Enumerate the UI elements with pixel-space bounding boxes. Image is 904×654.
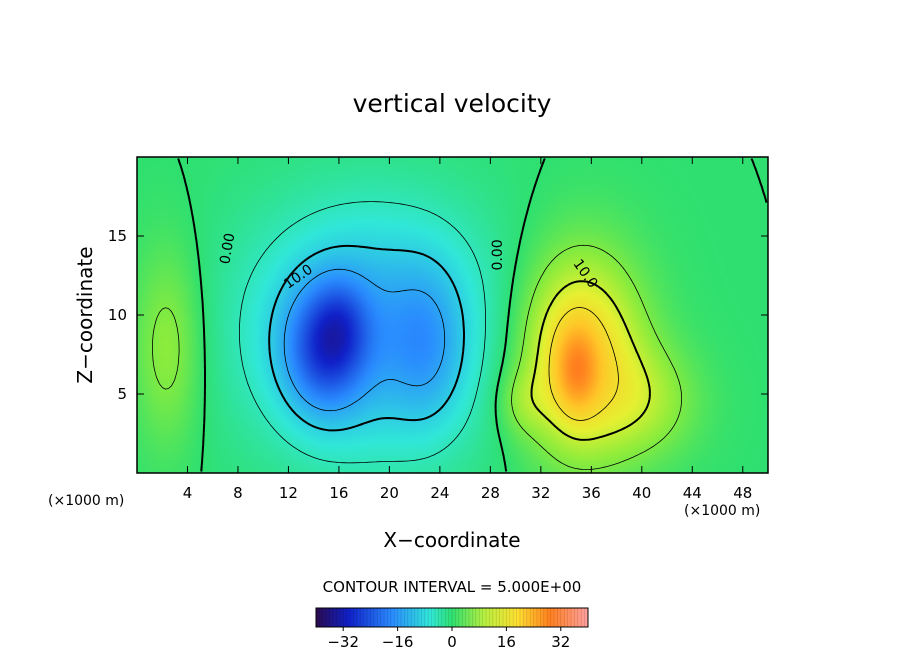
contour-label: 0.00 (217, 232, 238, 265)
x-tick-label: 44 (683, 484, 702, 502)
x-tick-label: 20 (380, 484, 399, 502)
x-axis-label: X−coordinate (383, 528, 520, 552)
velocity-field (137, 157, 768, 473)
y-axis-label: Z−coordinate (73, 246, 97, 383)
y-axis-ticks: 5 10 15 (108, 227, 768, 403)
contour-label: 0.00 (490, 239, 506, 270)
x-tick-label: 32 (531, 484, 550, 502)
colorbar-tick-label: 0 (447, 633, 457, 651)
x-tick-label: 40 (632, 484, 651, 502)
x-tick-label: 8 (233, 484, 243, 502)
colorbar-tick-label: 16 (497, 633, 516, 651)
contour-level (548, 307, 619, 421)
contour-level (177, 158, 768, 472)
x-tick-label: 16 (329, 484, 348, 502)
chart-title: vertical velocity (353, 89, 552, 118)
colorbar-tick-label: −32 (327, 633, 359, 651)
colorbar: −32 −16 0 16 32 (315, 607, 589, 651)
x-unit-right: (×1000 m) (684, 503, 760, 519)
x-tick-label: 28 (481, 484, 500, 502)
contour-lines (152, 158, 768, 472)
colorbar-stripes (319, 608, 585, 627)
x-tick-label: 36 (582, 484, 601, 502)
contour-level (268, 244, 465, 432)
contour-interval-label: CONTOUR INTERVAL = 5.000E+00 (323, 578, 582, 596)
colorbar-tick-label: −16 (382, 633, 414, 651)
contour-level (152, 244, 682, 470)
contour-level (239, 201, 486, 464)
contour-level (530, 280, 651, 441)
x-tick-label: 24 (430, 484, 449, 502)
y-tick-label: 5 (117, 385, 127, 403)
x-axis-ticks: 4 8 12 16 20 24 28 32 36 40 44 48 (183, 157, 752, 502)
colorbar-ticks: −32 −16 0 16 32 (327, 627, 570, 651)
x-tick-label: 12 (279, 484, 298, 502)
contour-level (283, 268, 446, 412)
y-tick-label: 10 (108, 306, 127, 324)
x-tick-label: 48 (733, 484, 752, 502)
x-tick-label: 4 (183, 484, 193, 502)
y-tick-label: 15 (108, 227, 127, 245)
x-unit-left: (×1000 m) (48, 493, 124, 509)
colorbar-tick-label: 32 (551, 633, 570, 651)
colorbar-gradient (316, 608, 588, 627)
